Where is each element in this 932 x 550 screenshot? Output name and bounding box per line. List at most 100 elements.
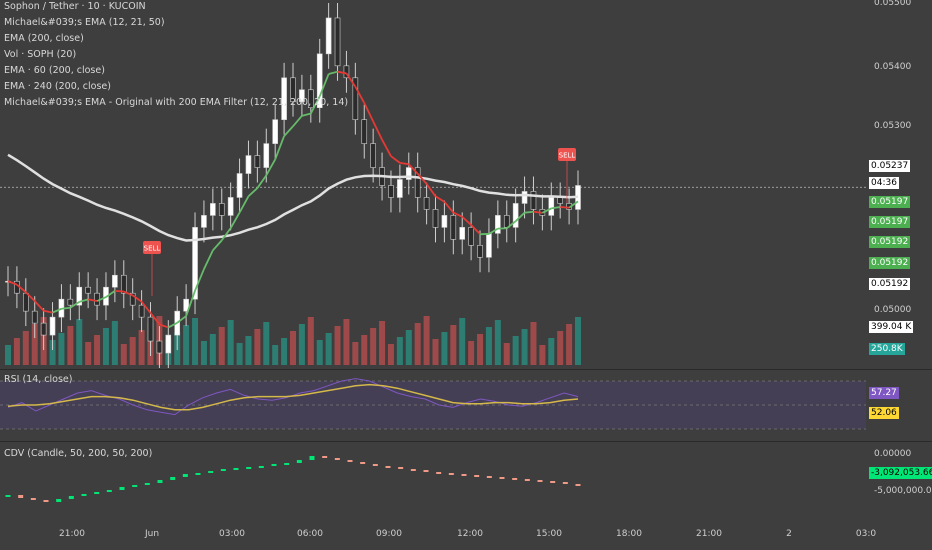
cdv-bar: [220, 469, 226, 471]
candle: [245, 155, 252, 174]
price-axis-tick: 0.05500: [874, 0, 911, 8]
volume-bar: [281, 338, 288, 365]
volume-bar: [307, 317, 314, 365]
time-axis-tick: 21:00: [59, 529, 85, 539]
sell-signal: SELL: [558, 148, 576, 203]
time-axis-tick: 06:00: [297, 529, 323, 539]
price-tag: 0.05192: [869, 236, 911, 248]
cdv-bar: [562, 482, 568, 484]
ema-fast-line: [515, 212, 526, 222]
volume-bar: [209, 334, 216, 365]
ema-fast-line: [114, 289, 124, 293]
ema-fast-line: [551, 206, 561, 210]
candle: [138, 304, 145, 318]
ema-fast-line: [488, 227, 499, 235]
ema-fast-line: [363, 102, 374, 122]
ema-fast-line: [159, 323, 169, 329]
ema-fast-line: [69, 301, 80, 309]
symbol-title[interactable]: Sophon / Tether · 10 · KUCOIN: [4, 1, 146, 12]
volume-bar: [343, 319, 350, 365]
ema-fast-line: [381, 139, 392, 157]
price-tag: 0.05192: [869, 278, 911, 290]
volume-bar: [512, 336, 519, 365]
cdv-bar: [258, 466, 264, 468]
ema-fast-line: [337, 70, 347, 75]
candle: [397, 179, 403, 198]
indicator-legend[interactable]: Michael&#039;s EMA - Original with 200 E…: [4, 97, 349, 108]
ema-fast-line: [79, 298, 89, 303]
volume-bar: [352, 342, 359, 365]
rsi-value-tag: 57.27: [869, 387, 899, 399]
indicator-legend[interactable]: Vol · SOPH (20): [4, 49, 77, 60]
cdv-bar: [5, 495, 11, 497]
indicator-legend[interactable]: EMA · 240 (200, close): [4, 81, 111, 92]
cdv-bar: [233, 468, 239, 470]
price-tag: 0.05237: [869, 160, 911, 172]
ema-fast-line: [238, 195, 250, 213]
volume-bar: [548, 338, 555, 365]
cdv-bar: [423, 470, 429, 472]
volume-bar: [94, 335, 101, 365]
candle: [512, 203, 519, 228]
cdv-legend[interactable]: CDV (Candle, 50, 200, 50, 200): [4, 448, 153, 459]
rsi-legend[interactable]: RSI (14, close): [4, 374, 73, 385]
volume-bar: [566, 324, 573, 365]
indicator-legend[interactable]: EMA · 60 (200, close): [4, 65, 105, 76]
volume-bar: [316, 340, 323, 365]
indicator-legend[interactable]: Michael&#039;s EMA (12, 21, 50): [4, 17, 165, 28]
ema-fast-line: [390, 155, 401, 164]
volume-bar: [5, 345, 11, 365]
ema-fast-line: [435, 195, 445, 203]
volume-bar: [530, 322, 537, 365]
volume-bar: [111, 321, 118, 365]
cdv-value-tag: -3,092,053.66851: [869, 467, 932, 479]
ema-fast-line: [105, 290, 116, 298]
sell-signal: SELL: [143, 241, 161, 296]
candle: [495, 215, 501, 234]
pane-separator[interactable]: [0, 369, 932, 370]
volume-bar: [85, 342, 92, 365]
ema-fast-line: [43, 309, 53, 314]
cdv-bar: [132, 485, 138, 487]
ema-fast-line: [292, 115, 303, 127]
cdv-bar: [246, 467, 252, 469]
sell-label: SELL: [144, 245, 161, 253]
cdv-bar: [119, 487, 125, 490]
volume-bar: [370, 328, 377, 365]
ema-fast-line: [310, 96, 321, 114]
candle: [67, 298, 74, 306]
ema-fast-line: [265, 159, 276, 176]
indicator-legend[interactable]: EMA (200, close): [4, 33, 84, 44]
pane-separator[interactable]: [0, 441, 932, 442]
candle: [218, 203, 225, 216]
volume-bar: [334, 326, 341, 365]
cdv-bar: [94, 492, 100, 494]
ema-fast-line: [533, 210, 543, 214]
ema-fast-line: [524, 210, 534, 214]
candle: [147, 316, 154, 342]
candle: [388, 185, 394, 198]
cdv-bar: [436, 472, 442, 474]
candle: [236, 173, 243, 198]
ema-fast-line: [34, 300, 45, 312]
candle: [308, 89, 314, 109]
ema-fast-line: [149, 312, 161, 325]
candle: [192, 227, 198, 300]
volume-bar: [183, 325, 190, 365]
candle: [503, 215, 510, 228]
volume-bar: [76, 319, 83, 365]
volume-bar: [67, 326, 74, 365]
time-axis-tick: 2: [786, 529, 792, 539]
volume-bar: [414, 323, 421, 365]
ema-fast-line: [568, 200, 579, 209]
cdv-bar: [296, 460, 302, 463]
time-axis-tick: Jun: [144, 529, 159, 539]
cdv-bar: [157, 480, 163, 483]
cdv-bar: [512, 478, 518, 480]
candle: [94, 292, 100, 306]
candle: [548, 197, 555, 216]
candle: [299, 89, 305, 103]
price-tag: 04:36: [869, 177, 899, 189]
ema-fast-line: [52, 307, 62, 314]
